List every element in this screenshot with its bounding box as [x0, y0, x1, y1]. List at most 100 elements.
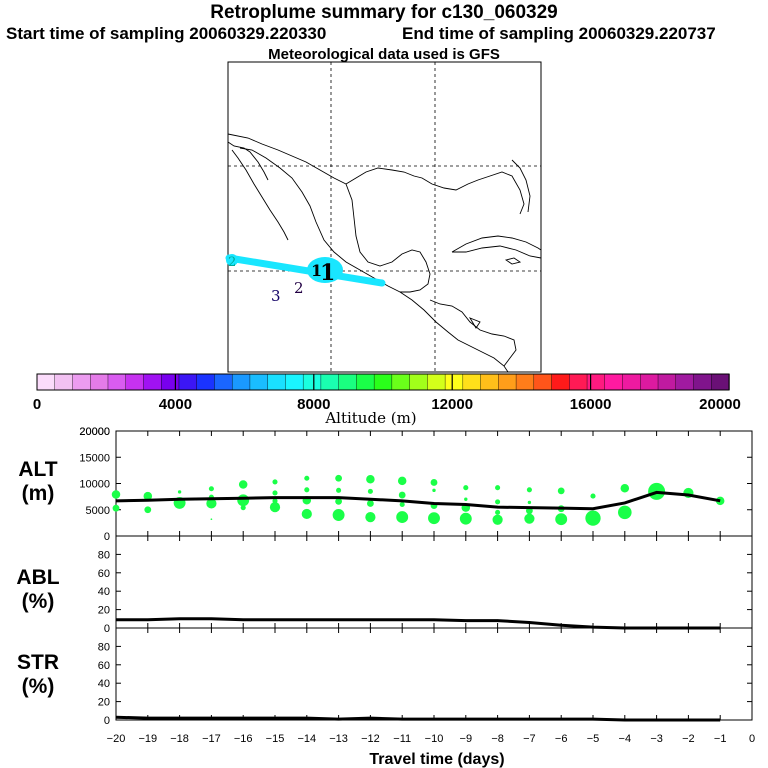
map-marker-1: 1 [311, 261, 322, 280]
colorbar-cell [604, 373, 624, 391]
cluster-point [237, 494, 250, 507]
colorbar-cell [586, 373, 606, 391]
colorbar-cell [462, 373, 482, 391]
x-axis-label: Travel time (days) [369, 751, 504, 768]
cluster-point [111, 490, 121, 499]
plume-path [225, 254, 386, 287]
colorbar-cell [107, 373, 127, 391]
cluster-point [335, 497, 342, 505]
map-marker-2-edge: 2 [228, 255, 236, 270]
x-tick-label: −17 [202, 733, 221, 745]
x-tick-label: −18 [170, 733, 189, 745]
y-tick-label: 20 [98, 605, 110, 617]
cluster-point [396, 511, 409, 524]
cluster-point [335, 474, 342, 482]
cluster-point [240, 505, 246, 511]
map-gridlines [228, 62, 541, 372]
cluster-point [495, 485, 501, 491]
colorbar-cell [72, 373, 91, 391]
y-tick-label: 80 [98, 549, 110, 561]
cluster-point [365, 511, 376, 523]
cluster-point [366, 475, 375, 484]
colorbar-cell [515, 373, 535, 391]
y-tick-label: 40 [98, 586, 110, 598]
cluster-point [398, 491, 406, 499]
colorbar-cell [161, 373, 180, 391]
colorbar-cell [498, 373, 517, 391]
x-tick-label: −15 [266, 733, 285, 745]
cluster-point [585, 510, 601, 526]
y-tick-label: 20000 [79, 426, 110, 438]
cluster-point [367, 488, 373, 494]
cluster-point [492, 514, 503, 525]
cluster-point [238, 480, 248, 489]
colorbar-cell [143, 373, 162, 391]
cluster-point [555, 513, 568, 526]
y-tick-label: 60 [98, 660, 110, 672]
colorbar-cell [533, 373, 553, 391]
y-tick-label: 20 [98, 697, 110, 709]
colorbar-cell [36, 373, 56, 391]
cluster-point [112, 504, 120, 512]
x-tick-label: −19 [138, 733, 157, 745]
colorbar-cell [356, 373, 375, 391]
x-tick-label: −9 [460, 733, 473, 745]
cluster-point [428, 512, 440, 525]
meteorological-data-label: Meteorological data used is GFS [268, 46, 500, 63]
cluster-point [206, 498, 217, 509]
map-marker-1-large: 1 [320, 260, 335, 286]
colorbar-cell [214, 373, 233, 391]
cluster-point [618, 505, 632, 520]
plume-release-blob [307, 257, 343, 283]
colorbar-cell [409, 373, 429, 391]
colorbar-cell [640, 373, 659, 391]
panel-abl: 0 20 40 60 80 [98, 535, 753, 635]
colorbar-tick-8000: 8000 [297, 396, 330, 413]
x-tick-label: −5 [587, 733, 600, 745]
map-coastlines [227, 133, 542, 373]
x-tick-label: −3 [650, 733, 663, 745]
cluster-point [397, 476, 407, 486]
colorbar-major-dividers [174, 374, 592, 390]
alt-panel-label-line1: ALT [18, 458, 57, 481]
map-marker-2: 2 [294, 279, 304, 297]
timeseries-panels: 0500010000150002000020000020406080020406… [79, 426, 755, 745]
abl-panel-label-line1: ABL [16, 566, 59, 589]
colorbar-cells [36, 373, 730, 391]
cluster-point [144, 506, 152, 514]
colorbar-cell [391, 373, 411, 391]
cluster-point [177, 490, 182, 494]
x-tick-label: −11 [393, 733, 411, 745]
colorbar-cell [551, 373, 571, 391]
colorbar-cell [320, 373, 340, 391]
cluster-point [269, 502, 281, 513]
colorbar-tick-0: 0 [33, 396, 41, 413]
plume-start-blob [226, 254, 238, 266]
colorbar-cell [178, 373, 198, 391]
colorbar-cell [249, 373, 269, 391]
abl-mean-line [116, 617, 721, 630]
colorbar-cell [338, 373, 358, 391]
colorbar-cell [657, 373, 677, 391]
cluster-point [524, 513, 535, 524]
cluster-point [590, 493, 596, 499]
x-tick-label: −8 [491, 733, 504, 745]
y-tick-label: 0 [104, 623, 110, 635]
x-tick-label: −6 [555, 733, 568, 745]
y-tick-label: 10000 [79, 479, 110, 491]
y-tick-label: 60 [98, 568, 110, 580]
cluster-point [304, 475, 310, 481]
x-tick-label: −20 [107, 733, 126, 745]
x-tick-label: −10 [425, 733, 444, 745]
str-panel-label-line1: STR [17, 651, 59, 674]
cluster-point [432, 488, 436, 493]
cluster-point [495, 509, 501, 515]
y-tick-label: 0 [104, 531, 110, 543]
colorbar-cell [90, 373, 109, 391]
cluster-point [459, 512, 472, 525]
map-marker-3: 3 [271, 287, 281, 305]
y-tick-label: 80 [98, 641, 110, 653]
colorbar-tick-12000: 12000 [431, 396, 473, 413]
cluster-point [367, 500, 374, 507]
